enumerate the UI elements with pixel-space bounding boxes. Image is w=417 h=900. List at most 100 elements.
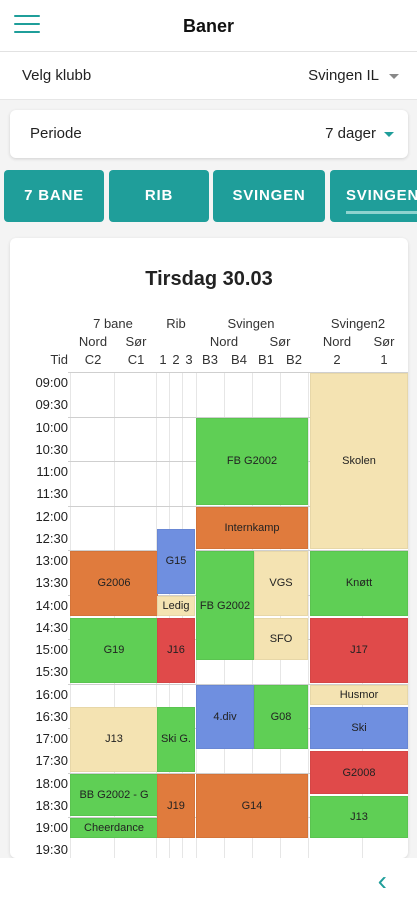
booking-block[interactable]: J13 bbox=[310, 795, 408, 839]
hour-gridline bbox=[68, 372, 408, 373]
subfield-header: Nord bbox=[78, 334, 108, 349]
field-header-rib: Rib bbox=[166, 316, 186, 331]
booking-block[interactable]: Skolen bbox=[310, 373, 408, 549]
time-label: 18:30 bbox=[35, 797, 68, 813]
booking-block[interactable]: Internkamp bbox=[196, 506, 308, 549]
tab-rib[interactable]: RIB bbox=[109, 170, 209, 222]
hour-gridline bbox=[68, 772, 408, 774]
booking-block[interactable]: VGS bbox=[254, 551, 308, 616]
subfield-header: 3 bbox=[185, 352, 193, 367]
schedule-grid: Tid 7 bane Nord C2 Sør C1 Rib 1 2 3 Svin… bbox=[10, 314, 408, 858]
subfield-header: B4 bbox=[231, 352, 247, 367]
time-label: 12:30 bbox=[35, 530, 68, 546]
booking-block[interactable]: G2006 bbox=[70, 551, 158, 616]
booking-block[interactable]: Cheerdance bbox=[70, 818, 158, 839]
time-label: 19:30 bbox=[35, 842, 68, 858]
day-title: Tirsdag 30.03 bbox=[145, 268, 273, 290]
booking-block[interactable]: J13 bbox=[70, 706, 158, 772]
booking-block[interactable]: Ledig bbox=[157, 595, 195, 616]
time-label: 16:30 bbox=[35, 708, 68, 724]
booking-block[interactable]: Husmor bbox=[310, 684, 408, 705]
period-select-label: Periode bbox=[30, 125, 82, 142]
booking-block[interactable]: G15 bbox=[157, 528, 195, 594]
tab-svingen2[interactable]: SVINGEN2 bbox=[330, 170, 417, 222]
tab-svingen[interactable]: SVINGEN bbox=[213, 170, 325, 222]
booking-block[interactable]: J19 bbox=[157, 773, 195, 839]
time-label: 10:30 bbox=[35, 441, 68, 457]
subfield-header: 1 bbox=[380, 352, 388, 367]
column-divider bbox=[308, 372, 309, 858]
booking-block[interactable]: G08 bbox=[254, 684, 308, 750]
subfield-header: C2 bbox=[84, 352, 102, 367]
booking-block[interactable]: BB G2002 - G bbox=[70, 773, 158, 816]
tab-label: RIB bbox=[144, 187, 174, 204]
time-label: 15:30 bbox=[35, 664, 68, 680]
club-select-label: Velg klubb bbox=[22, 67, 92, 84]
tab-label: SVINGEN2 bbox=[346, 187, 417, 204]
time-label: 12:00 bbox=[35, 508, 68, 524]
time-label: 15:00 bbox=[35, 642, 68, 657]
time-label: 09:30 bbox=[35, 397, 68, 413]
time-label: 13:30 bbox=[35, 575, 68, 591]
subfield-header: Nord bbox=[322, 334, 352, 349]
period-select[interactable]: Periode 7 dager bbox=[10, 110, 408, 158]
tab-label: SVINGEN bbox=[232, 187, 306, 204]
hour-gridline bbox=[68, 550, 408, 551]
subfield-header: B3 bbox=[202, 352, 218, 367]
booking-block[interactable]: J16 bbox=[157, 617, 195, 683]
booking-block[interactable]: G14 bbox=[196, 773, 308, 839]
subfield-header: 2 bbox=[172, 352, 180, 367]
booking-block[interactable]: SFO bbox=[254, 617, 308, 661]
subfield-header: Sør bbox=[125, 334, 147, 349]
tab-label: 7 BANE bbox=[24, 187, 84, 204]
schedule-card: Tirsdag 30.03 Tid 7 bane Nord C2 Sør C1 … bbox=[10, 238, 408, 858]
field-header-7-bane: 7 bane bbox=[93, 316, 133, 331]
time-label: 10:00 bbox=[35, 419, 68, 435]
time-label: 16:00 bbox=[35, 686, 68, 702]
subfield-header: Sør bbox=[373, 334, 395, 349]
subfield-header: Sør bbox=[269, 334, 291, 349]
time-label: 17:30 bbox=[35, 753, 68, 769]
field-header-svingen: Svingen bbox=[227, 316, 275, 331]
hour-gridline bbox=[68, 416, 408, 418]
field-tabs: 7 BANE RIB SVINGEN SVINGEN2 bbox=[4, 170, 417, 222]
subfield-header: Nord bbox=[209, 334, 239, 349]
time-label: 09:00 bbox=[35, 375, 68, 390]
time-label: 13:00 bbox=[35, 553, 68, 568]
booking-block[interactable]: Knøtt bbox=[310, 551, 408, 616]
chevron-left-icon[interactable]: ‹ bbox=[377, 865, 387, 896]
field-header-svingen2: Svingen2 bbox=[330, 316, 386, 331]
subfield-header: C1 bbox=[127, 352, 145, 367]
time-label: 14:30 bbox=[35, 619, 68, 635]
club-select[interactable]: Velg klubb Svingen IL bbox=[0, 52, 417, 100]
subfield-header: B1 bbox=[258, 352, 274, 367]
time-label: 19:00 bbox=[35, 820, 68, 835]
hamburger-menu-icon[interactable] bbox=[14, 15, 40, 35]
chevron-down-icon bbox=[389, 74, 399, 79]
booking-block[interactable]: J17 bbox=[310, 617, 408, 683]
tab-7-bane[interactable]: 7 BANE bbox=[4, 170, 104, 222]
page-title: Baner bbox=[182, 16, 235, 36]
hour-gridline bbox=[68, 505, 408, 507]
club-select-value: Svingen IL bbox=[308, 67, 379, 84]
booking-block[interactable]: FB G2002 bbox=[196, 417, 308, 505]
time-label: 11:30 bbox=[36, 486, 68, 502]
chevron-down-icon bbox=[384, 132, 394, 137]
subfield-header: B2 bbox=[286, 352, 302, 367]
booking-block[interactable]: G2008 bbox=[310, 751, 408, 794]
subfield-header: 2 bbox=[333, 352, 341, 367]
time-label: 17:00 bbox=[35, 731, 68, 746]
booking-block[interactable]: FB G2002 bbox=[196, 551, 254, 661]
booking-block[interactable]: Ski bbox=[310, 706, 408, 750]
subfield-header: 1 bbox=[159, 352, 167, 367]
booking-block[interactable]: 4.div bbox=[196, 684, 254, 750]
booking-block[interactable]: G19 bbox=[70, 617, 158, 683]
bottom-bar: ‹ bbox=[0, 858, 417, 900]
top-app-bar: Baner bbox=[0, 0, 417, 52]
hour-gridline bbox=[68, 683, 408, 685]
period-select-value: 7 dager bbox=[325, 125, 376, 142]
time-column-header: Tid bbox=[50, 352, 68, 367]
time-label: 14:00 bbox=[35, 597, 68, 613]
time-label: 11:00 bbox=[36, 464, 68, 479]
booking-block[interactable]: Ski G. bbox=[157, 706, 195, 772]
